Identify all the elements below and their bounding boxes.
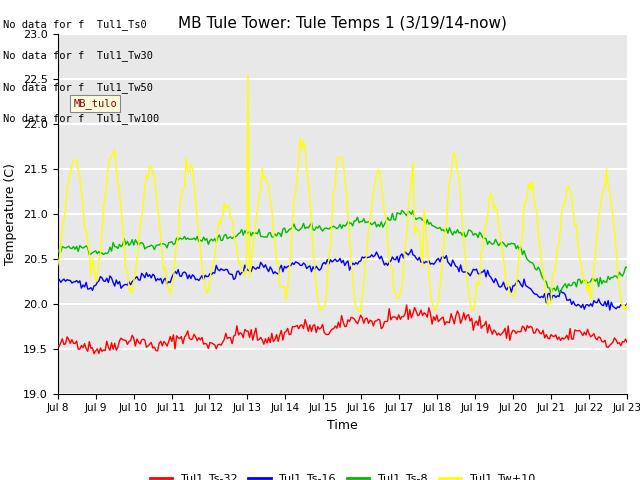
Legend: Tul1_Ts-32, Tul1_Ts-16, Tul1_Ts-8, Tul1_Tw+10: Tul1_Ts-32, Tul1_Ts-16, Tul1_Ts-8, Tul1_… <box>145 469 540 480</box>
Text: No data for f  Tul1_Tw100: No data for f Tul1_Tw100 <box>3 113 159 124</box>
Text: No data for f  Tul1_Tw50: No data for f Tul1_Tw50 <box>3 82 153 93</box>
X-axis label: Time: Time <box>327 419 358 432</box>
Title: MB Tule Tower: Tule Temps 1 (3/19/14-now): MB Tule Tower: Tule Temps 1 (3/19/14-now… <box>178 16 507 31</box>
Text: No data for f  Tul1_Tw30: No data for f Tul1_Tw30 <box>3 50 153 61</box>
Text: No data for f  Tul1_Ts0: No data for f Tul1_Ts0 <box>3 19 147 30</box>
Text: MB_tulo: MB_tulo <box>74 98 117 109</box>
Y-axis label: Temperature (C): Temperature (C) <box>4 163 17 264</box>
